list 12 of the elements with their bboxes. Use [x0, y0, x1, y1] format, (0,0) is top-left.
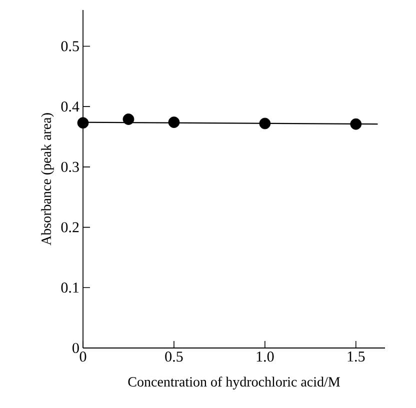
x-tick-label: 1.0 — [256, 352, 274, 362]
y-tick-label: 0.5 — [61, 41, 79, 52]
y-tick-label: 0.2 — [61, 222, 79, 232]
y-tick-label: 0.3 — [61, 162, 79, 172]
y-axis-title: Absorbance (peak area) — [41, 113, 54, 246]
x-tick-label: 1.5 — [348, 352, 365, 362]
y-tick-label: 0.4 — [61, 101, 80, 112]
x-tick-label: 0.5 — [165, 352, 183, 362]
y-tick-label: 0 — [72, 342, 79, 354]
x-tick-label: 0 — [80, 352, 86, 362]
x-axis-title: Concentration of hydrochloric acid/M — [128, 376, 340, 390]
y-tick-label: 0.1 — [61, 282, 79, 293]
